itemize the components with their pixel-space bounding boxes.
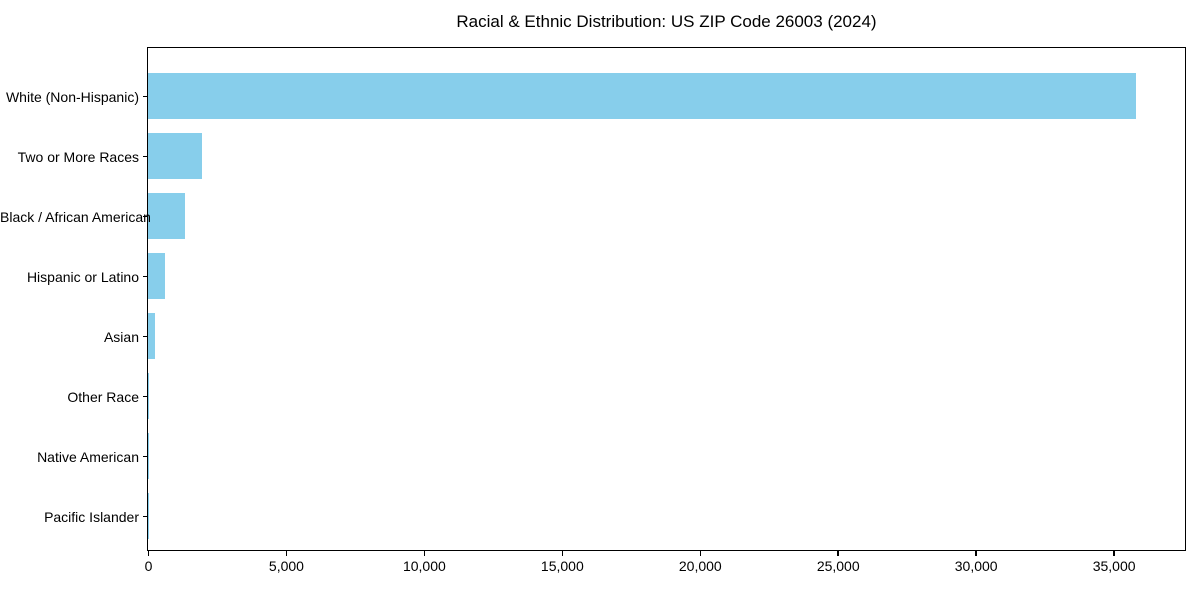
chart-bar-native-american [148, 433, 149, 479]
category-label-asian: Asian [103, 328, 139, 345]
y-tick-mark [142, 155, 147, 158]
x-tick-label: 20,000 [678, 558, 722, 574]
category-label-native-american: Native American [37, 448, 139, 465]
category-label-pacific-islander: Pacific Islander [44, 508, 139, 525]
y-tick-mark [142, 335, 147, 338]
chart-bar-two-or-more-races [148, 133, 202, 179]
chart-bar-black-african-american [148, 193, 186, 239]
category-label-other-race: Other Race [67, 388, 139, 405]
chart-bar-hispanic-or-latino [148, 253, 166, 299]
y-tick-mark [142, 95, 147, 98]
category-label-hispanic-or-latino: Hispanic or Latino [26, 268, 139, 285]
x-tick-label: 10,000 [402, 558, 446, 574]
chart-bar-white-non-hispanic [148, 73, 1136, 119]
x-tick-mark [423, 551, 426, 556]
category-label-black-african-american: Black / African American [0, 208, 151, 225]
x-tick-mark [837, 551, 839, 556]
x-tick-mark [1113, 551, 1115, 556]
x-tick-label: 15,000 [540, 558, 584, 574]
y-tick-mark [142, 515, 147, 518]
x-tick-label: 0 [144, 558, 153, 574]
x-tick-mark [147, 551, 150, 556]
chart-title: Racial & Ethnic Distribution: US ZIP Cod… [456, 12, 877, 31]
x-tick-label: 35,000 [1092, 558, 1136, 574]
x-tick-mark [285, 551, 288, 556]
x-tick-label: 25,000 [816, 558, 860, 574]
y-tick-mark [142, 455, 147, 458]
y-tick-mark [142, 395, 147, 398]
x-tick-mark [699, 551, 702, 556]
y-tick-mark [142, 275, 147, 278]
category-label-two-or-more-races: Two or More Races [17, 148, 139, 165]
chart-bar-other-race [148, 373, 150, 419]
x-tick-label: 5,000 [268, 558, 304, 574]
x-tick-label: 30,000 [954, 558, 998, 574]
plot-area [147, 47, 1186, 551]
chart-bar-asian [148, 313, 156, 359]
y-tick-mark [142, 215, 147, 218]
x-tick-mark [561, 551, 564, 556]
x-tick-mark [975, 551, 977, 556]
category-label-white-non-hispanic: White (Non-Hispanic) [5, 88, 139, 105]
